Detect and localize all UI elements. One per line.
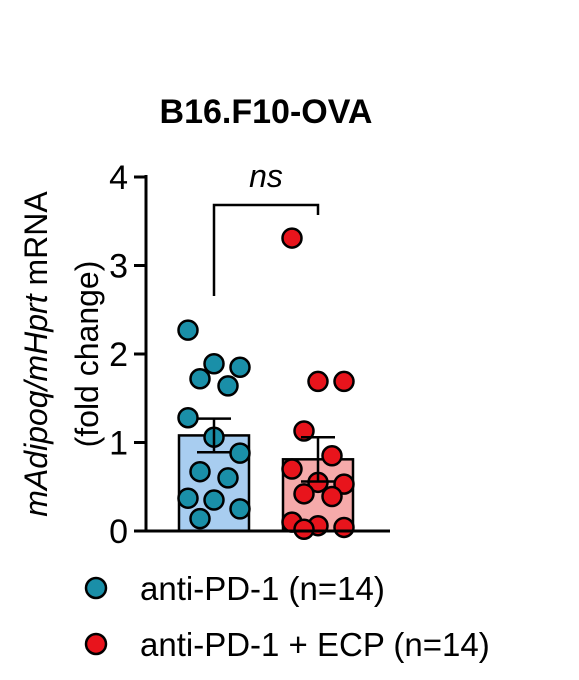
data-point-0-13 [189,507,211,530]
data-point-1-8 [293,483,315,505]
y-tick-label-3: 3 [109,248,128,286]
y-axis-label-line2: (fold change) [69,261,105,448]
y-axis-label-part-3: mRNA [18,191,54,295]
data-point-0-0 [177,319,199,341]
data-point-0-4 [217,375,239,397]
data-point-1-3 [293,420,315,442]
chart-title: B16.F10-OVA [160,93,373,131]
data-point-1-5 [281,458,303,480]
y-tick-label-0: 0 [109,513,128,551]
y-axis-label-part-2: mHprt [18,293,54,381]
data-point-1-13 [293,518,315,540]
data-point-0-1 [203,352,225,375]
y-axis-label: mAdipoq/mHprt mRNA [18,191,54,517]
data-point-0-7 [229,442,251,464]
y-tick-label-4: 4 [109,159,128,197]
y-axis-label-part-1: / [18,378,54,392]
data-point-0-10 [177,487,199,510]
y-tick-label-2: 2 [109,336,128,374]
significance-label: ns [249,158,283,194]
data-point-0-3 [189,368,211,390]
y-axis-label-part-0: mAdipoq [18,390,54,517]
legend-label-1: anti-PD-1 + ECP (n=14) [140,626,490,663]
legend-marker-0 [84,576,108,600]
legend-label-0: anti-PD-1 (n=14) [140,570,385,607]
data-point-1-1 [307,370,329,393]
data-point-0-8 [189,460,211,483]
legend-marker-1 [84,632,108,656]
data-point-0-11 [203,489,225,511]
data-point-0-9 [217,467,239,489]
significance-bracket [212,203,320,296]
data-point-0-5 [177,406,199,429]
y-tick-label-1: 1 [109,425,128,463]
data-point-1-4 [321,445,343,467]
data-point-1-9 [321,485,343,508]
data-point-0-2 [229,356,251,379]
data-point-0-12 [229,498,251,520]
plot-area: 0 1 2 3 4 [109,159,390,551]
data-point-1-2 [333,370,355,393]
legend: anti-PD-1 (n=14) anti-PD-1 + ECP (n=14) [84,570,490,663]
data-point-1-12 [333,516,355,539]
data-point-1-0 [281,227,303,249]
